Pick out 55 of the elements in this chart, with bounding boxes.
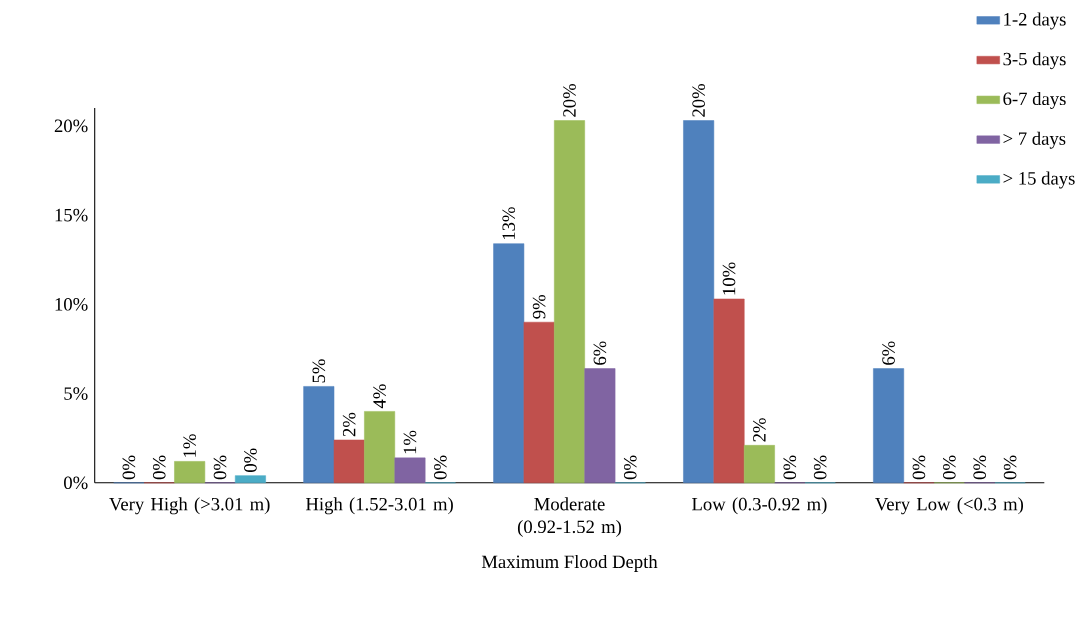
- legend-label: 6-7 days: [1003, 92, 1066, 110]
- data-label: 20%: [692, 84, 705, 118]
- data-label: 0%: [1003, 455, 1017, 480]
- bar: [523, 322, 555, 484]
- legend-label: > 7 days: [1003, 131, 1066, 149]
- data-label: 9%: [532, 295, 546, 319]
- data-label: 5%: [312, 359, 326, 383]
- y-tick-label: 0%: [64, 476, 88, 490]
- data-label: 0%: [943, 455, 956, 480]
- data-label: 1%: [403, 430, 417, 454]
- x-tick-label: Low (0.3-0.92 m): [692, 497, 827, 515]
- bar: [394, 457, 426, 484]
- x-axis-title: Maximum Flood Depth: [481, 555, 658, 573]
- bar: [873, 368, 905, 484]
- x-tick-label: Very Low (<0.3 m): [875, 497, 1024, 515]
- data-label: 0%: [973, 455, 987, 480]
- y-tick-label: 15%: [55, 209, 88, 222]
- data-label: 0%: [813, 455, 827, 480]
- data-label: 20%: [563, 84, 576, 118]
- bar: [234, 475, 266, 484]
- data-label: 13%: [502, 207, 516, 240]
- bar: [554, 120, 585, 484]
- legend-label: 1-2 days: [1004, 12, 1066, 30]
- bar: [364, 411, 396, 484]
- y-tick-label: 10%: [55, 298, 88, 311]
- data-label: 6%: [593, 341, 607, 366]
- bar: [493, 243, 525, 484]
- bar: [333, 439, 365, 484]
- data-label: 2%: [753, 418, 766, 442]
- x-tick-label: Moderate (0.92-1.52 m): [517, 497, 622, 538]
- data-label: 1%: [183, 434, 196, 458]
- bar: [713, 298, 745, 484]
- data-label: 0%: [783, 455, 797, 480]
- data-label: 0%: [623, 455, 637, 480]
- data-label: 0%: [912, 455, 926, 480]
- x-tick-label: High (1.52-3.01 m): [305, 497, 453, 515]
- data-label: 0%: [434, 455, 447, 480]
- data-label: 0%: [244, 448, 257, 473]
- y-tick-label: 5%: [64, 387, 88, 401]
- bar: [743, 445, 775, 484]
- data-label: 6%: [882, 341, 895, 366]
- data-label: 10%: [722, 262, 736, 295]
- data-label: 0%: [122, 455, 136, 480]
- y-tick-label: 20%: [54, 119, 88, 133]
- bar: [584, 368, 616, 484]
- data-label: 0%: [213, 455, 227, 480]
- data-label: 4%: [373, 384, 386, 409]
- x-tick-label: Very High (>3.01 m): [109, 497, 270, 515]
- legend-label: > 15 days: [1003, 171, 1075, 189]
- legend-label: 3-5 days: [1003, 52, 1066, 70]
- bar: [303, 386, 335, 484]
- bar: [174, 461, 206, 484]
- bar: [683, 120, 715, 484]
- data-label: 2%: [342, 413, 356, 437]
- data-label: 0%: [152, 455, 166, 480]
